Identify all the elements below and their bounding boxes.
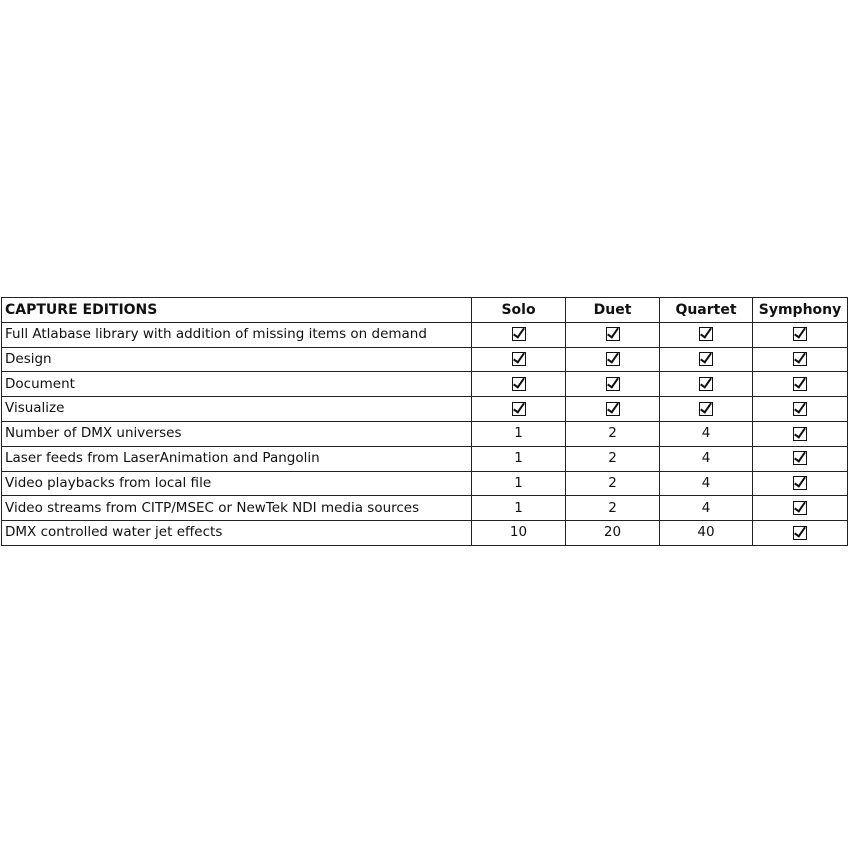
checkbox-checked-icon [699, 327, 713, 342]
checkbox-checked-icon [793, 476, 807, 491]
value-text: 1 [514, 425, 523, 442]
checkbox-checked-icon [793, 525, 807, 540]
table-row: Video playbacks from local file 1 2 4 [1, 470, 848, 497]
cell-symphony [752, 321, 848, 348]
table-row: DMX controlled water jet effects 10 20 40 [1, 520, 848, 546]
editions-comparison-table: CAPTURE EDITIONS Solo Duet Quartet Symph… [1, 297, 848, 546]
table-row: Visualize [1, 396, 848, 422]
checkbox-checked-icon [605, 327, 620, 342]
header-symphony: Symphony [752, 297, 848, 323]
cell-quartet: 4 [659, 495, 753, 522]
cell-duet: 2 [565, 495, 660, 522]
header-duet: Duet [565, 297, 660, 323]
cell-quartet: 4 [659, 445, 753, 472]
value-text: 4 [701, 425, 711, 442]
checkbox-checked-icon [793, 352, 807, 367]
feature-label: Number of DMX universes [1, 420, 472, 447]
checkbox-checked-icon [793, 426, 807, 441]
cell-symphony [752, 420, 848, 447]
value-text: 1 [514, 474, 523, 491]
header-row: CAPTURE EDITIONS Solo Duet Quartet Symph… [1, 297, 848, 323]
cell-solo [471, 346, 566, 373]
checkbox-checked-icon [511, 401, 526, 416]
cell-duet: 2 [565, 420, 660, 447]
header-solo: Solo [471, 297, 566, 323]
feature-label: Laser feeds from LaserAnimation and Pang… [1, 445, 472, 472]
checkbox-checked-icon [699, 377, 713, 392]
value-text: 4 [701, 474, 711, 491]
cell-symphony [752, 371, 848, 398]
header-quartet: Quartet [659, 297, 753, 323]
cell-symphony [752, 470, 848, 497]
cell-symphony [752, 520, 848, 546]
value-text: 40 [697, 524, 715, 541]
table-row: Full Atlabase library with addition of m… [1, 321, 848, 348]
checkbox-checked-icon [605, 401, 620, 416]
feature-label: Design [1, 346, 472, 373]
value-text: 2 [608, 474, 617, 491]
cell-duet: 2 [565, 470, 660, 497]
checkbox-checked-icon [605, 377, 620, 392]
cell-solo [471, 321, 566, 348]
feature-label: DMX controlled water jet effects [1, 520, 472, 546]
checkbox-checked-icon [605, 352, 620, 367]
value-text: 4 [701, 449, 711, 466]
cell-quartet: 40 [659, 520, 753, 546]
checkbox-checked-icon [511, 327, 526, 342]
table-row: Laser feeds from LaserAnimation and Pang… [1, 445, 848, 472]
cell-solo: 1 [471, 470, 566, 497]
checkbox-checked-icon [793, 501, 807, 516]
value-text: 1 [514, 449, 523, 466]
value-text: 4 [701, 499, 711, 516]
cell-duet: 20 [565, 520, 660, 546]
cell-quartet [659, 321, 753, 348]
checkbox-checked-icon [793, 377, 807, 392]
cell-quartet [659, 371, 753, 398]
cell-symphony [752, 346, 848, 373]
cell-quartet [659, 346, 753, 373]
checkbox-checked-icon [699, 401, 713, 416]
cell-symphony [752, 396, 848, 422]
cell-duet: 2 [565, 445, 660, 472]
cell-solo: 10 [471, 520, 566, 546]
checkbox-checked-icon [511, 377, 526, 392]
value-text: 10 [509, 524, 528, 541]
header-capture-editions: CAPTURE EDITIONS [1, 297, 472, 323]
feature-label: Video streams from CITP/MSEC or NewTek N… [1, 495, 472, 522]
feature-label: Full Atlabase library with addition of m… [1, 321, 472, 348]
cell-duet [565, 321, 660, 348]
cell-solo: 1 [471, 445, 566, 472]
checkbox-checked-icon [793, 451, 807, 466]
table-row: Design [1, 346, 848, 373]
feature-label: Visualize [1, 396, 472, 422]
value-text: 2 [608, 499, 617, 516]
cell-solo [471, 371, 566, 398]
feature-label: Video playbacks from local file [1, 470, 472, 497]
table-row: Document [1, 371, 848, 398]
cell-duet [565, 396, 660, 422]
cell-solo: 1 [471, 420, 566, 447]
value-text: 1 [514, 499, 523, 516]
checkbox-checked-icon [793, 327, 807, 342]
cell-solo [471, 396, 566, 422]
cell-duet [565, 371, 660, 398]
value-text: 2 [608, 425, 617, 442]
checkbox-checked-icon [511, 352, 526, 367]
checkbox-checked-icon [793, 401, 807, 416]
cell-quartet [659, 396, 753, 422]
table-row: Video streams from CITP/MSEC or NewTek N… [1, 495, 848, 522]
cell-symphony [752, 445, 848, 472]
cell-quartet: 4 [659, 470, 753, 497]
value-text: 20 [603, 524, 622, 541]
cell-symphony [752, 495, 848, 522]
cell-quartet: 4 [659, 420, 753, 447]
feature-label: Document [1, 371, 472, 398]
checkbox-checked-icon [699, 352, 713, 367]
cell-duet [565, 346, 660, 373]
cell-solo: 1 [471, 495, 566, 522]
value-text: 2 [608, 449, 617, 466]
table-row: Number of DMX universes 1 2 4 [1, 420, 848, 447]
